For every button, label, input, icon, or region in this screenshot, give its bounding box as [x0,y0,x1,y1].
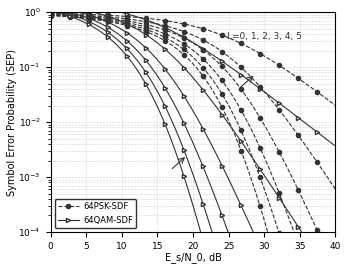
Legend: 64PSK-SDF, 64QAM-SDF: 64PSK-SDF, 64QAM-SDF [55,199,136,228]
X-axis label: E_s/N_0, dB: E_s/N_0, dB [165,252,221,263]
Y-axis label: Symbol Error Probability (SEP): Symbol Error Probability (SEP) [7,49,17,195]
Text: L=0, 1, 2, 3, 4, 5: L=0, 1, 2, 3, 4, 5 [227,32,302,40]
